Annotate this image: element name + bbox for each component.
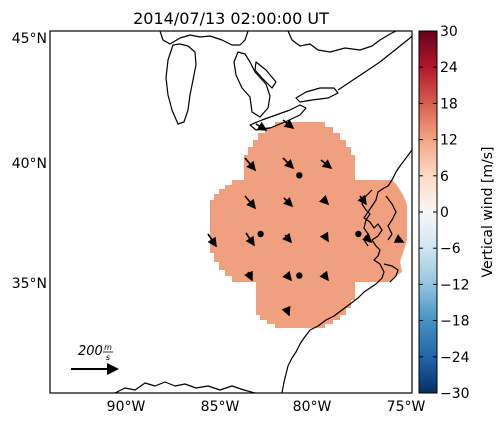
colorbar-tick-label: −12 bbox=[440, 277, 470, 293]
lat-label-45: 45°N bbox=[12, 31, 47, 47]
site-marker bbox=[355, 230, 362, 238]
georgian-bay-outline bbox=[254, 61, 277, 89]
lat-label-35: 35°N bbox=[12, 276, 47, 292]
delaware-bay-outline bbox=[385, 195, 397, 241]
nc-outer-banks-outline bbox=[383, 263, 399, 283]
site-marker bbox=[296, 172, 303, 179]
vertical-wind-field bbox=[210, 122, 407, 328]
wind-vector bbox=[393, 234, 405, 243]
colorbar: 30 24 18 12 6 0 −6 −12 −18 −24 −30 Vertical wind [… bbox=[418, 24, 496, 402]
lat-label-40: 40°N bbox=[12, 156, 47, 172]
lon-label-90w: 90°W bbox=[107, 399, 146, 415]
scale-key-unit-num: m bbox=[104, 343, 112, 352]
lon-label-85w: 85°W bbox=[201, 399, 240, 415]
site-marker bbox=[257, 230, 264, 238]
colorbar-tick-label: 24 bbox=[440, 60, 458, 76]
lake-ontario-outline bbox=[295, 87, 339, 103]
atlantic-coastline bbox=[281, 149, 412, 393]
colorbar-ticks: 30 24 18 12 6 0 −6 −12 −18 −24 −30 bbox=[419, 24, 470, 402]
wind-vector bbox=[319, 270, 329, 282]
map-area bbox=[50, 31, 412, 393]
lake-huron-outline bbox=[233, 51, 271, 118]
wind-vectors bbox=[207, 119, 405, 317]
colorbar-label: Vertical wind [m/s] bbox=[480, 147, 496, 278]
wind-vector bbox=[282, 232, 293, 244]
wind-vector bbox=[244, 157, 257, 172]
wind-vector bbox=[255, 121, 268, 131]
scale-key-value: 200 bbox=[78, 344, 103, 359]
lake-michigan-outline bbox=[165, 43, 197, 125]
wind-vector bbox=[361, 232, 373, 244]
wind-vector bbox=[282, 157, 295, 170]
wind-vector bbox=[320, 159, 333, 169]
wind-vector bbox=[318, 194, 330, 206]
colorbar-tick-label: 0 bbox=[440, 205, 449, 221]
wind-vector bbox=[207, 233, 217, 248]
scale-key: 200 m s bbox=[71, 343, 119, 375]
st-lawrence-outline bbox=[337, 35, 412, 91]
site-marker bbox=[296, 272, 303, 279]
lon-label-75w: 75°W bbox=[387, 399, 426, 415]
site-markers bbox=[257, 172, 362, 279]
wind-vector bbox=[282, 270, 293, 282]
map-frame bbox=[49, 30, 413, 394]
wind-vector bbox=[319, 231, 329, 243]
wind-vector bbox=[357, 194, 367, 206]
colorbar-tick-label: −30 bbox=[440, 386, 470, 402]
colorbar-tick-label: −18 bbox=[440, 314, 470, 330]
colorbar-tick-label: −6 bbox=[440, 241, 461, 257]
wind-vector bbox=[245, 232, 255, 247]
wind-vector bbox=[244, 270, 253, 282]
lon-label-80w: 80°W bbox=[293, 399, 332, 415]
lake-superior-outline bbox=[159, 31, 249, 46]
colorbar-tick-label: −24 bbox=[440, 350, 470, 366]
wind-vector bbox=[281, 305, 291, 317]
colorbar-tick-label: 30 bbox=[440, 24, 458, 40]
map-title: 2014/07/13 02:00:00 UT bbox=[133, 9, 329, 28]
wind-vector bbox=[244, 195, 257, 210]
wind-vector bbox=[282, 119, 295, 129]
scale-key-unit-den: s bbox=[106, 353, 110, 362]
colorbar-tick-label: 6 bbox=[440, 169, 449, 185]
colorbar-tick-label: 18 bbox=[440, 96, 458, 112]
gulf-coastline bbox=[114, 381, 256, 393]
colorbar-tick-label: 12 bbox=[440, 133, 458, 149]
wind-vector bbox=[282, 196, 294, 208]
